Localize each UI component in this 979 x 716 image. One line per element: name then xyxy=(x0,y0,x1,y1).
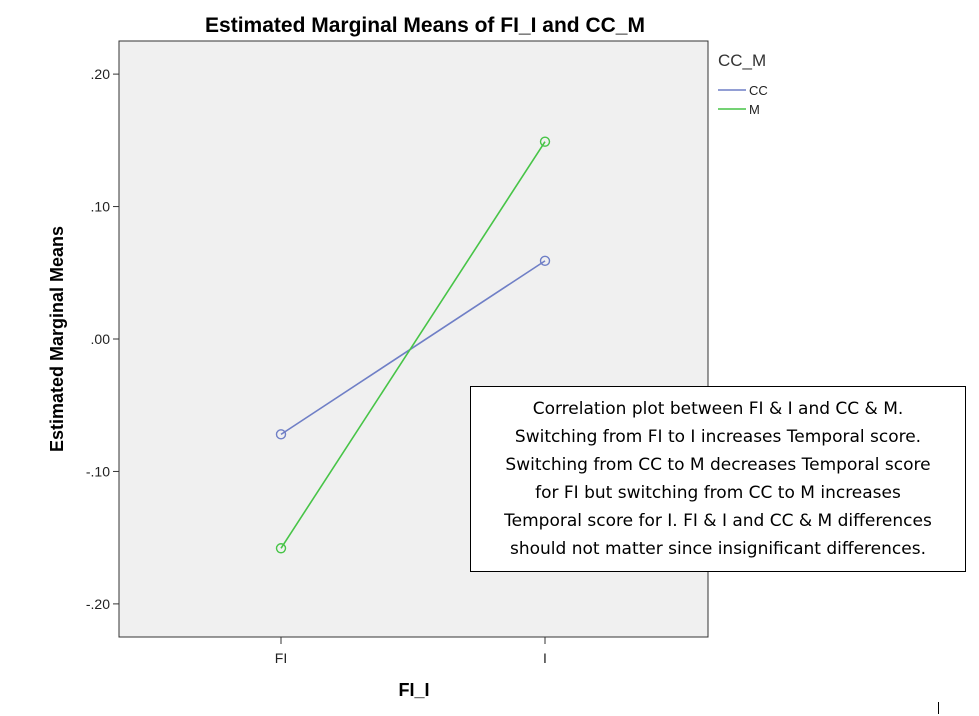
text-cursor xyxy=(938,702,939,714)
series-line-m xyxy=(280,141,546,549)
series-layer xyxy=(275,136,551,554)
data-point-cc xyxy=(539,255,551,267)
data-point-cc xyxy=(275,429,287,440)
y-axis-label: Estimated Marginal Means xyxy=(47,226,67,452)
legend: CC_M CC M xyxy=(718,51,768,117)
y-tick-label: .20 xyxy=(91,66,111,82)
chart-title: Estimated Marginal Means of FI_I and CC_… xyxy=(205,14,645,37)
x-tick-label: I xyxy=(543,650,547,666)
legend-label-m: M xyxy=(749,102,760,117)
y-tick-label: .00 xyxy=(91,331,111,347)
series-line-cc xyxy=(280,260,546,436)
x-axis-label: FI_I xyxy=(398,680,429,700)
y-axis: .20 .10 .00 -.10 -.20 xyxy=(86,66,119,612)
legend-title: CC_M xyxy=(718,51,766,70)
data-point-m xyxy=(275,543,287,554)
annotation-line: Temporal score for I. FI & I and CC & M … xyxy=(504,511,932,531)
annotation-line: Switching from FI to I increases Tempora… xyxy=(514,427,922,447)
annotation-line: should not matter since insignificant di… xyxy=(510,539,926,559)
data-point-m xyxy=(539,136,551,147)
x-tick-label: FI xyxy=(275,650,287,666)
y-tick-label: -.10 xyxy=(86,463,110,479)
legend-label-cc: CC xyxy=(749,83,768,98)
annotation-line: Switching from CC to M decreases Tempora… xyxy=(505,455,931,475)
annotation-line: for FI but switching from CC to M increa… xyxy=(535,483,901,503)
y-tick-label: -.20 xyxy=(86,596,110,612)
x-axis: FI I xyxy=(275,637,547,666)
annotation-box: Correlation plot between FI & I and CC &… xyxy=(470,386,966,572)
annotation-line: Correlation plot between FI & I and CC &… xyxy=(532,399,904,419)
y-tick-label: .10 xyxy=(91,199,111,215)
